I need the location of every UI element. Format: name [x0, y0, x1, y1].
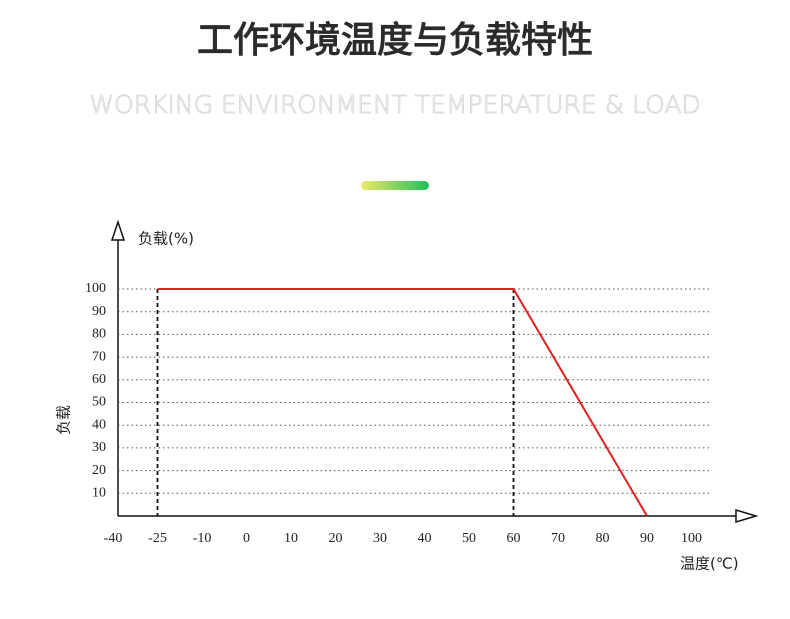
y-tick-label: 20: [92, 463, 106, 478]
decor-pill: [361, 181, 429, 190]
y-tick-label: 40: [92, 417, 106, 432]
load-line: [157, 288, 648, 517]
x-tick-label: 50: [462, 531, 476, 546]
y-tick-label: 70: [92, 349, 106, 364]
y-tick-label: 60: [92, 372, 106, 387]
y-tick-label: 10: [92, 486, 106, 501]
x-tick-label: 80: [596, 531, 610, 546]
axes: [110, 219, 759, 524]
x-tick-label: 70: [551, 531, 565, 546]
y-label-top: 负载(%): [138, 230, 194, 248]
y-tick-label: 100: [85, 281, 106, 296]
x-label: 温度(℃): [680, 555, 739, 573]
y-tick-label: 80: [92, 327, 106, 342]
y-tick-label: 90: [92, 304, 106, 319]
x-tick-label: 20: [329, 531, 343, 546]
title: 工作环境温度与负载特性: [197, 20, 593, 61]
x-tick-label: -10: [193, 531, 212, 546]
x-tick-label: 60: [507, 531, 521, 546]
x-tick-label: 30: [373, 531, 387, 546]
y-arrow: [110, 219, 126, 241]
x-tick-label: 90: [640, 531, 654, 546]
x-tick-label: 100: [681, 531, 702, 546]
y-label: 负载: [55, 405, 73, 435]
x-tick-label: 40: [418, 531, 432, 546]
x-tick-label: -25: [148, 531, 167, 546]
x-tick-label: 10: [284, 531, 298, 546]
subtitle: WORKING ENVIRONMENT TEMPERATURE & LOAD: [89, 90, 700, 119]
x-tick-label: 0: [243, 531, 250, 546]
y-tick-label: 50: [92, 395, 106, 410]
y-tick-label: 30: [92, 440, 106, 455]
x-tick-label: -40: [104, 531, 123, 546]
x-arrow: [735, 508, 759, 524]
